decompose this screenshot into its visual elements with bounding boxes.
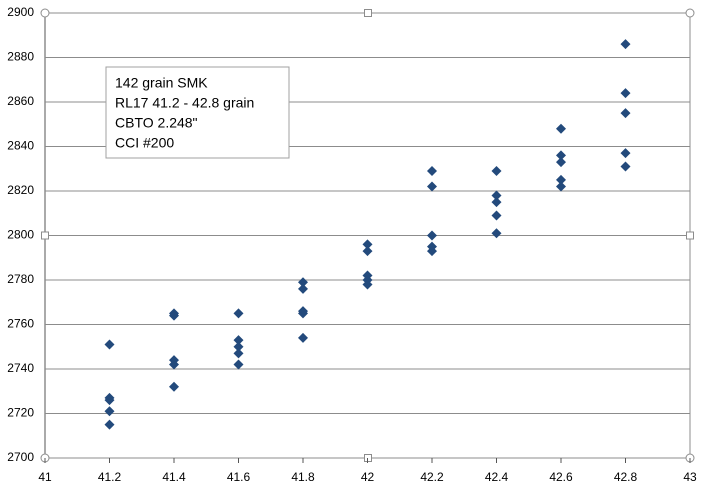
handle [364, 9, 372, 17]
point [104, 419, 115, 430]
annotation-line: 142 grain SMK [115, 75, 208, 91]
annotation-line: CCI #200 [115, 135, 174, 151]
point [491, 197, 502, 208]
point [556, 123, 566, 134]
point [491, 210, 502, 221]
handle [41, 231, 49, 240]
point [104, 406, 115, 417]
point [620, 88, 631, 99]
point [169, 310, 179, 321]
point [362, 239, 373, 250]
x-tick-label: 41.2 [98, 470, 122, 484]
point [233, 359, 244, 370]
y-tick-label: 2900 [7, 5, 34, 19]
point [427, 181, 437, 192]
point [556, 174, 566, 185]
point [620, 161, 631, 172]
x-tick-label: 41.8 [291, 470, 315, 484]
point [556, 150, 566, 161]
point [233, 348, 244, 359]
annotation-line: CBTO 2.248" [115, 115, 198, 131]
point [298, 308, 308, 319]
point [362, 279, 373, 290]
point [427, 165, 437, 176]
y-tick-label: 2860 [7, 94, 34, 108]
y-tick-label: 2880 [7, 50, 34, 64]
x-tick-label: 43 [683, 470, 697, 484]
y-tick-label: 2820 [7, 183, 34, 197]
point [104, 395, 115, 406]
point [233, 341, 244, 352]
point [169, 381, 179, 392]
x-tick-label: 41 [38, 470, 52, 484]
x-tick-label: 41.6 [227, 470, 251, 484]
x-tick-label: 42 [361, 470, 375, 484]
point [298, 277, 308, 288]
handle [685, 8, 695, 18]
point [491, 190, 502, 201]
x-tick-label: 42.4 [485, 470, 509, 484]
annotation-frame [105, 66, 290, 159]
x-tick-label: 41.4 [162, 470, 186, 484]
point [620, 39, 631, 50]
y-tick-label: 2840 [7, 139, 34, 153]
point [620, 108, 631, 119]
point [427, 230, 437, 241]
point [169, 359, 179, 370]
y-tick-label: 2760 [7, 317, 34, 331]
y-tick-label: 2800 [7, 228, 34, 242]
point [104, 339, 115, 350]
y-tick-label: 2780 [7, 272, 34, 286]
y-tick-label: 2700 [7, 450, 34, 464]
point [298, 283, 308, 294]
point [556, 181, 566, 192]
point [233, 308, 244, 319]
point [233, 335, 244, 346]
x-tick-label: 42.8 [614, 470, 638, 484]
handle [40, 8, 50, 18]
point [556, 157, 566, 168]
point [491, 165, 502, 176]
handle [686, 231, 694, 240]
point [298, 332, 308, 343]
point [620, 148, 631, 159]
point [491, 228, 502, 239]
y-tick-label: 2720 [7, 406, 34, 420]
annotation-box: 142 grain SMK RL17 41.2 - 42.8 grain CBT… [105, 66, 290, 159]
x-tick-label: 42.2 [420, 470, 444, 484]
point [362, 246, 373, 257]
y-tick-label: 2740 [7, 361, 34, 375]
x-tick-label: 42.6 [549, 470, 573, 484]
annotation-line: RL17 41.2 - 42.8 grain [115, 95, 254, 111]
point [427, 246, 437, 257]
